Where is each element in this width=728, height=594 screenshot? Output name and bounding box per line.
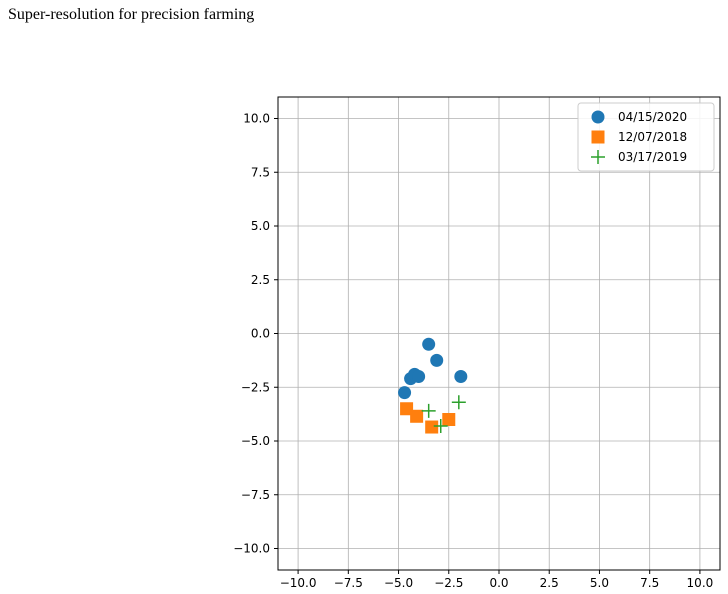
x-tick-label: −2.5 (434, 576, 463, 590)
x-tick-label: 2.5 (540, 576, 559, 590)
legend-label: 03/17/2019 (618, 150, 687, 164)
x-tick-label: 0.0 (489, 576, 508, 590)
data-point-square (410, 409, 424, 423)
y-tick-label: 0.0 (251, 327, 270, 341)
x-tick-label: 10.0 (687, 576, 714, 590)
x-tick-label: −7.5 (334, 576, 363, 590)
legend-label: 04/15/2020 (618, 110, 687, 124)
y-tick-label: 5.0 (251, 219, 270, 233)
legend-marker (591, 150, 605, 164)
grid-lines (278, 97, 720, 570)
data-point-square (425, 420, 439, 434)
data-point-square (442, 413, 456, 426)
y-tick-label: −5.0 (241, 434, 270, 448)
data-point-circle (398, 386, 412, 400)
data-point-circle (412, 370, 426, 383)
data-point-plus (433, 418, 448, 433)
page-caption: Super-resolution for precision farming (8, 6, 255, 23)
data-point-square (400, 402, 414, 416)
x-tick-label: −5.0 (384, 576, 413, 590)
axis-ticks: −10.0 −7.5 −5.0 −2.5 0.0 2.5 5.0 7.5 10.0 −10.0 −7… (233, 112, 713, 591)
y-tick-label: 10.0 (243, 112, 270, 126)
y-tick-label: −7.5 (241, 488, 270, 502)
y-tick-label: −10.0 (233, 542, 270, 556)
data-point-circle (430, 353, 444, 367)
data-point-circle (454, 370, 468, 383)
y-tick-label: −2.5 (241, 380, 270, 394)
x-tick-label: 7.5 (640, 576, 659, 590)
y-tick-label: 2.5 (251, 273, 270, 287)
legend: 04/15/2020 12/07/2018 03/17/2019 (577, 102, 715, 172)
x-tick-label: 5.0 (590, 576, 609, 590)
legend-marker (591, 130, 605, 144)
legend-label: 12/07/2018 (618, 130, 687, 144)
data-points (398, 337, 468, 434)
data-point-plus (421, 403, 436, 418)
legend-marker (591, 110, 605, 124)
plot-frame (277, 96, 721, 571)
legend-box (577, 102, 715, 172)
data-point-circle (422, 337, 436, 351)
x-tick-label: −10.0 (280, 576, 317, 590)
data-point-plus (451, 395, 466, 410)
y-tick-label: 7.5 (251, 165, 270, 179)
